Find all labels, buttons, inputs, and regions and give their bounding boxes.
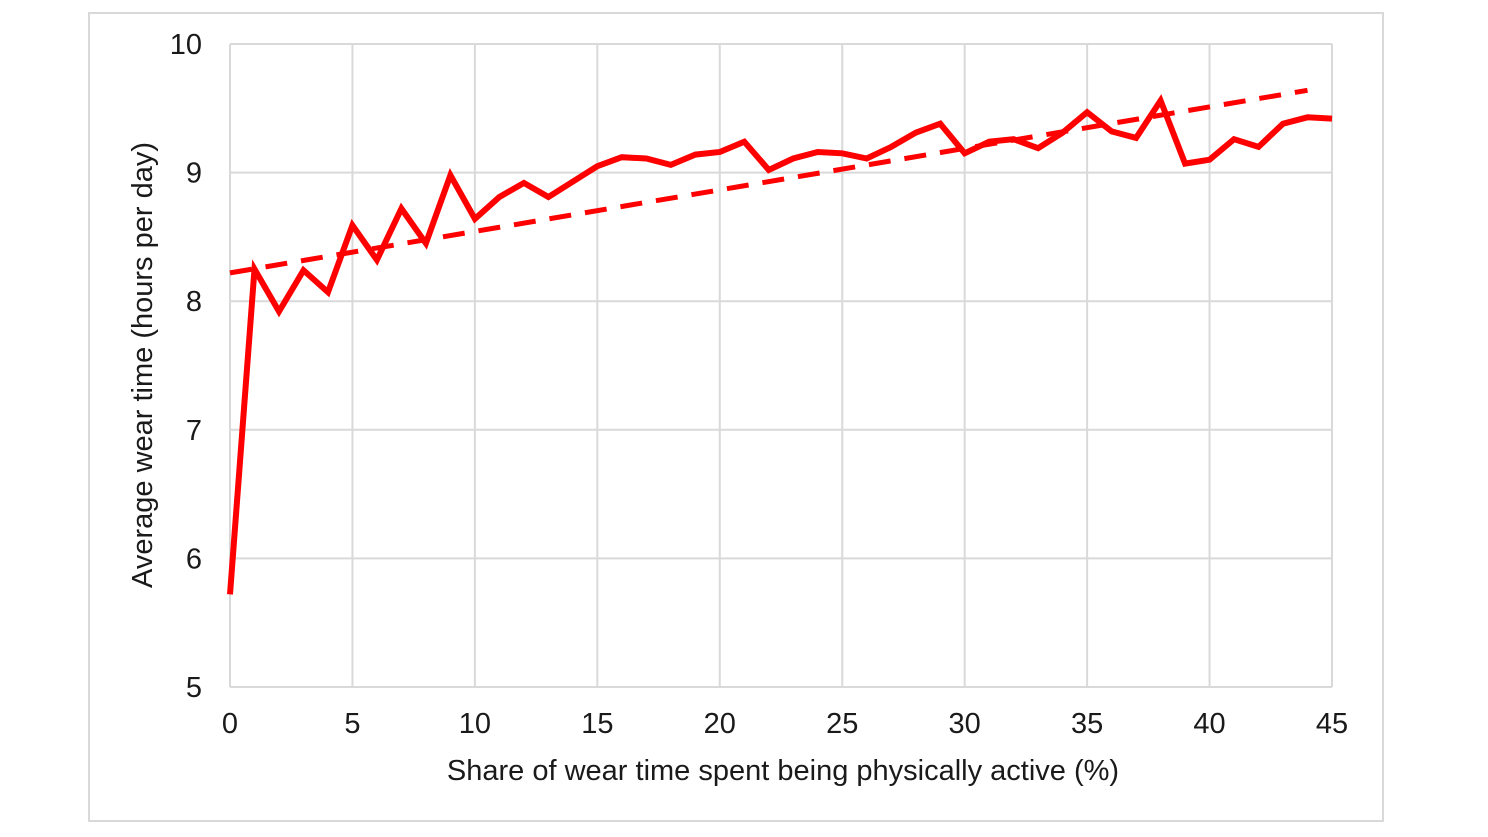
x-tick-label-30: 30 <box>949 708 981 740</box>
y-tick-label-5: 5 <box>186 672 202 704</box>
x-tick-label-45: 45 <box>1316 708 1348 740</box>
y-tick-label-8: 8 <box>186 286 202 318</box>
y-tick-label-9: 9 <box>186 158 202 190</box>
y-tick-label-7: 7 <box>186 415 202 447</box>
x-tick-label-15: 15 <box>581 708 613 740</box>
series <box>227 87 1333 595</box>
y-axis-title: Average wear time (hours per day) <box>127 142 159 588</box>
grid <box>230 43 1333 687</box>
x-tick-label-10: 10 <box>459 708 491 740</box>
x-tick-label-25: 25 <box>826 708 858 740</box>
x-tick-label-5: 5 <box>344 708 360 740</box>
x-tick-label-35: 35 <box>1071 708 1103 740</box>
data-line <box>227 94 1333 595</box>
y-tick-label-6: 6 <box>186 543 202 575</box>
axes <box>229 44 1332 688</box>
trend-line <box>229 87 1308 276</box>
x-tick-label-40: 40 <box>1193 708 1225 740</box>
x-tick-label-20: 20 <box>704 708 736 740</box>
x-axis-title: Share of wear time spent being physicall… <box>447 755 1119 787</box>
y-tick-label-10: 10 <box>170 29 202 61</box>
x-tick-label-0: 0 <box>222 708 238 740</box>
